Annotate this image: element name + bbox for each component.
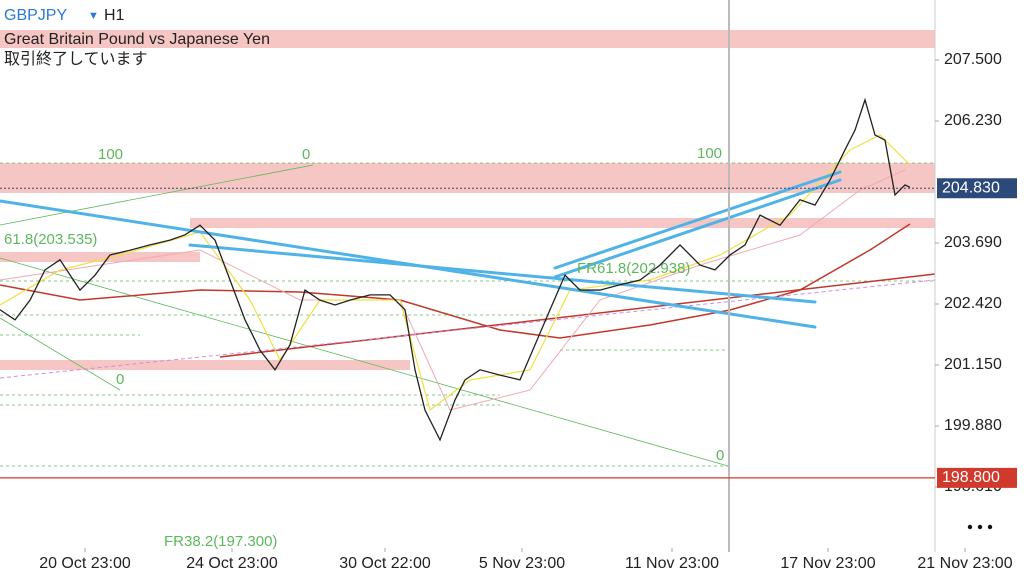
x-tick-label: 5 Nov 23:00 <box>479 555 565 572</box>
y-tick-label: 206.230 <box>944 112 1002 129</box>
y-tick-label: 207.500 <box>944 51 1002 68</box>
x-tick-label: 11 Nov 23:00 <box>625 555 719 572</box>
fib-label: 61.8(203.535) <box>4 231 97 248</box>
alert-box <box>937 467 1017 488</box>
y-tick-label: 201.150 <box>944 356 1002 373</box>
fib-label: 0 <box>302 146 310 163</box>
ma-pink <box>0 169 906 411</box>
ma-flat <box>219 273 936 358</box>
price-line <box>0 97 911 442</box>
y-tick-label: 203.690 <box>944 234 1002 251</box>
x-tick-label: 30 Oct 22:00 <box>339 555 431 572</box>
last-price-label: 204.830 <box>942 179 1000 196</box>
fib-label: FR38.2(197.300) <box>164 533 277 550</box>
x-tick-label: 21 Nov 23:00 <box>917 555 1012 572</box>
ma-dashed <box>0 279 936 379</box>
x-tick-label: 24 Oct 23:00 <box>186 555 278 572</box>
status: 取引終了しています <box>4 50 148 68</box>
zones <box>0 30 935 370</box>
fib-label: 0 <box>116 371 124 388</box>
fib-label: 100 <box>98 146 123 163</box>
y-tick-label: 202.420 <box>944 295 1002 312</box>
fib-lines <box>0 162 935 467</box>
ma-long <box>0 223 911 339</box>
y-tick-label: 199.880 <box>944 417 1002 434</box>
x-tick-label: 20 Oct 23:00 <box>39 555 131 572</box>
last-price-box <box>937 178 1017 199</box>
fib-label: 100 <box>697 145 722 162</box>
x-tick-label: 17 Nov 23:00 <box>780 555 875 572</box>
trend-lines <box>0 170 842 329</box>
alert-label: 198.800 <box>942 469 1000 486</box>
description: Great Britain Pound vs Japanese Yen <box>4 31 270 48</box>
symbol-dropdown[interactable]: ▼ <box>88 10 99 22</box>
timeframe[interactable]: H1 <box>104 7 125 24</box>
fib-label: 0 <box>716 447 724 464</box>
fib-label: FR61.8(202.938) <box>577 260 690 277</box>
symbol[interactable]: GBPJPY <box>4 7 67 24</box>
more-menu[interactable] <box>967 524 993 530</box>
ma-yellow <box>0 134 911 412</box>
